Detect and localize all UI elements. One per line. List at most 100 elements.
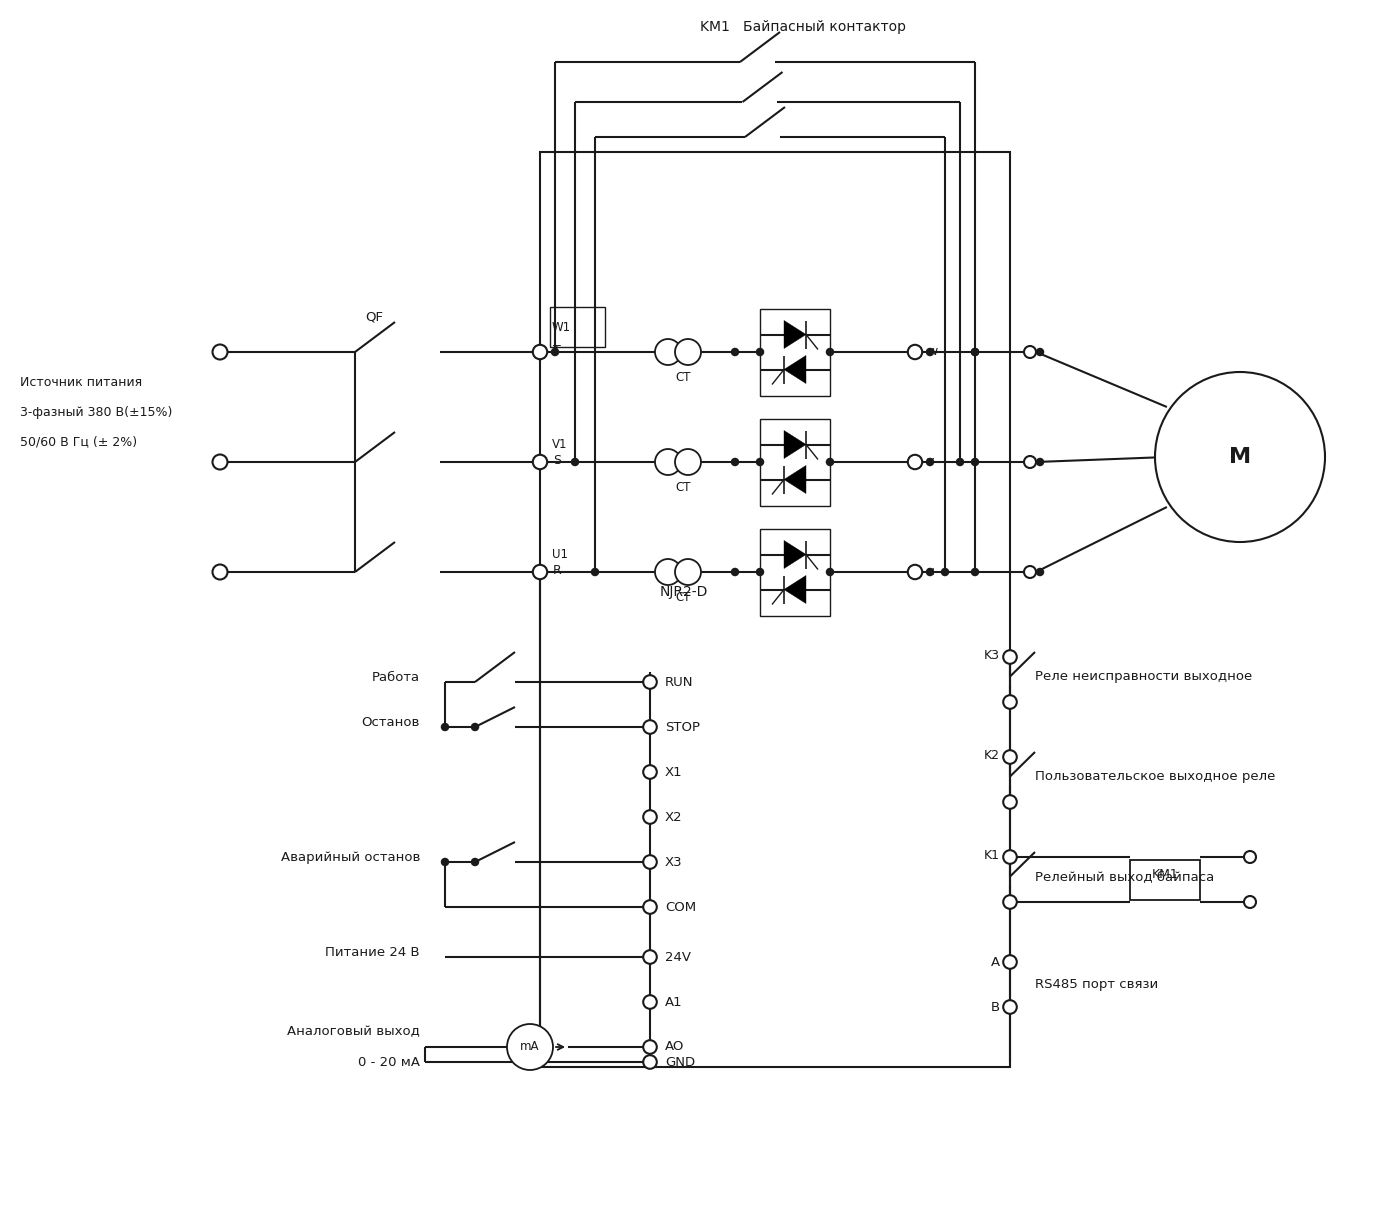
Bar [760,308,830,395]
Text: S: S [553,455,562,467]
Circle shape [676,559,701,585]
Text: KM1   Байпасный контактор: KM1 Байпасный контактор [701,20,906,34]
Circle shape [1155,372,1325,542]
Circle shape [644,765,657,779]
Circle shape [1037,349,1044,355]
Text: w: w [927,345,937,357]
Text: B: B [991,1000,999,1014]
Circle shape [471,724,478,731]
Circle shape [1037,569,1044,575]
Circle shape [592,569,598,575]
Bar [550,307,605,347]
Text: A1: A1 [664,995,682,1009]
Circle shape [1004,1000,1017,1014]
Circle shape [1244,851,1257,862]
Bar [539,152,1011,1067]
Circle shape [942,569,948,575]
Text: NJR2-D: NJR2-D [660,585,709,599]
Polygon shape [784,466,806,494]
Circle shape [927,458,933,466]
Text: 0 - 20 мА: 0 - 20 мА [359,1056,420,1068]
Text: T: T [553,344,560,357]
Circle shape [956,458,963,466]
Text: Реле неисправности выходное: Реле неисправности выходное [1036,670,1252,683]
Text: K3: K3 [984,648,999,662]
Circle shape [1024,565,1036,578]
Circle shape [213,455,228,469]
Text: CT: CT [676,371,691,383]
Text: Источник питания: Источник питания [19,376,142,388]
Circle shape [908,345,922,360]
Text: RS485 порт связи: RS485 порт связи [1036,978,1158,991]
Circle shape [731,458,738,466]
Circle shape [1004,955,1017,968]
Text: Аналоговый выход: Аналоговый выход [288,1025,420,1039]
Circle shape [927,349,933,355]
Circle shape [972,349,979,355]
Text: u: u [927,564,935,578]
Circle shape [972,569,979,575]
Circle shape [1004,896,1017,909]
Circle shape [507,1024,553,1071]
Text: v: v [927,455,934,467]
Circle shape [442,724,448,731]
Circle shape [908,564,922,579]
Circle shape [655,448,681,476]
Circle shape [532,345,548,360]
Circle shape [1004,695,1017,708]
Text: COM: COM [664,901,696,913]
Circle shape [1024,456,1036,468]
Text: CT: CT [676,590,691,604]
Circle shape [471,859,478,865]
Circle shape [442,859,448,865]
Bar [760,419,830,505]
Circle shape [756,458,763,466]
Text: U1: U1 [552,547,569,561]
Text: K2: K2 [984,749,999,761]
Circle shape [1244,896,1257,908]
Circle shape [1024,346,1036,359]
Circle shape [827,569,833,575]
Circle shape [1004,650,1017,664]
Circle shape [213,564,228,579]
Text: GND: GND [664,1056,695,1068]
Circle shape [731,349,738,355]
Text: 50/60 В Гц (± 2%): 50/60 В Гц (± 2%) [19,435,138,448]
Text: W1: W1 [552,320,571,334]
Circle shape [908,455,922,469]
Text: Пользовательское выходное реле: Пользовательское выходное реле [1036,770,1276,784]
Circle shape [827,349,833,355]
Circle shape [644,811,657,824]
Text: STOP: STOP [664,721,701,733]
Circle shape [756,569,763,575]
Circle shape [644,721,657,734]
Circle shape [827,458,833,466]
Text: AO: AO [664,1041,684,1053]
Text: X3: X3 [664,855,682,869]
Circle shape [644,675,657,689]
Polygon shape [784,541,806,568]
Text: RUN: RUN [664,675,694,689]
Text: X1: X1 [664,765,682,779]
Circle shape [1004,750,1017,764]
Text: QF: QF [366,310,384,324]
Circle shape [644,901,657,914]
Text: A: A [991,956,999,968]
Circle shape [644,855,657,869]
Circle shape [655,339,681,365]
Circle shape [927,569,933,575]
Circle shape [644,950,657,963]
Circle shape [644,995,657,1009]
Text: X2: X2 [664,811,682,823]
Text: Релейный выход байпаса: Релейный выход байпаса [1036,870,1215,883]
Circle shape [1004,795,1017,808]
Circle shape [644,1055,657,1069]
Text: CT: CT [676,480,691,494]
Circle shape [756,349,763,355]
Circle shape [731,569,738,575]
Text: mA: mA [520,1041,539,1053]
Circle shape [676,448,701,476]
Circle shape [655,559,681,585]
Text: М: М [1229,447,1251,467]
Text: 24V: 24V [664,951,691,963]
